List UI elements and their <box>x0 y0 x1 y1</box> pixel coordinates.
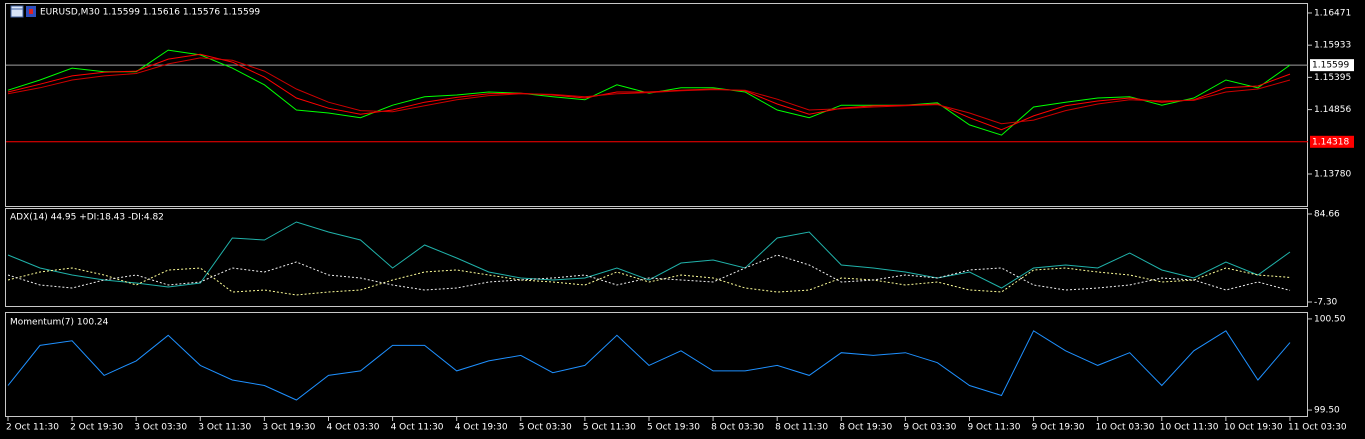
y-tick-label: 99.50 <box>1314 406 1340 416</box>
x-tick-label: 8 Oct 11:30 <box>775 423 828 433</box>
y-tick-label: 1.15395 <box>1314 73 1351 83</box>
series-line <box>7 57 1291 125</box>
x-tick-label: 3 Oct 19:30 <box>262 423 315 433</box>
y-tick-label: 1.16471 <box>1314 8 1351 18</box>
level-label: 1.14318 <box>1312 137 1349 147</box>
y-tick-label: -7.30 <box>1314 297 1338 307</box>
x-tick-label: 2 Oct 19:30 <box>70 423 123 433</box>
x-tick-label: 8 Oct 19:30 <box>839 423 892 433</box>
price-panel <box>5 3 1308 207</box>
series-line <box>7 254 1291 291</box>
x-tick-label: 10 Oct 11:30 <box>1160 423 1219 433</box>
x-tick-label: 9 Oct 11:30 <box>967 423 1020 433</box>
x-tick-label: 4 Oct 11:30 <box>391 423 444 433</box>
x-tick-label: 8 Oct 03:30 <box>711 423 764 433</box>
x-tick-label: 5 Oct 19:30 <box>647 423 700 433</box>
series-line <box>7 330 1291 401</box>
x-tick-label: 3 Oct 03:30 <box>134 423 187 433</box>
x-tick-label: 4 Oct 19:30 <box>455 423 508 433</box>
chart-icon <box>10 5 36 18</box>
adx-title: ADX(14) 44.95 +DI:18.43 -DI:4.82 <box>10 213 164 223</box>
adx-panel <box>5 208 1308 307</box>
x-tick-label: 3 Oct 11:30 <box>198 423 251 433</box>
level-label: 1.15599 <box>1312 61 1349 71</box>
x-tick-label: 5 Oct 03:30 <box>519 423 572 433</box>
y-tick-label: 1.13780 <box>1314 169 1351 179</box>
x-tick-label: 5 Oct 11:30 <box>583 423 636 433</box>
level-label-box <box>1310 135 1354 148</box>
momentum-title: Momentum(7) 100.24 <box>10 318 109 328</box>
x-tick-label: 9 Oct 03:30 <box>903 423 956 433</box>
momentum-panel <box>5 312 1308 417</box>
series-line <box>7 267 1291 296</box>
x-tick-label: 10 Oct 19:30 <box>1224 423 1283 433</box>
series-line <box>7 221 1291 289</box>
price-title: EURUSD,M30 1.15599 1.15616 1.15576 1.155… <box>40 8 260 18</box>
series-line <box>7 49 1291 136</box>
x-tick-label: 2 Oct 11:30 <box>6 423 59 433</box>
level-label-box <box>1310 59 1354 72</box>
x-tick-label: 11 Oct 03:30 <box>1288 423 1347 433</box>
y-tick-label: 1.15933 <box>1314 41 1351 51</box>
x-tick-label: 4 Oct 03:30 <box>326 423 379 433</box>
y-tick-label: 84.66 <box>1314 209 1340 219</box>
y-tick-label: 1.14856 <box>1314 105 1351 115</box>
y-tick-label: 100.50 <box>1314 314 1346 324</box>
x-tick-label: 10 Oct 03:30 <box>1096 423 1155 433</box>
x-tick-label: 9 Oct 19:30 <box>1032 423 1085 433</box>
